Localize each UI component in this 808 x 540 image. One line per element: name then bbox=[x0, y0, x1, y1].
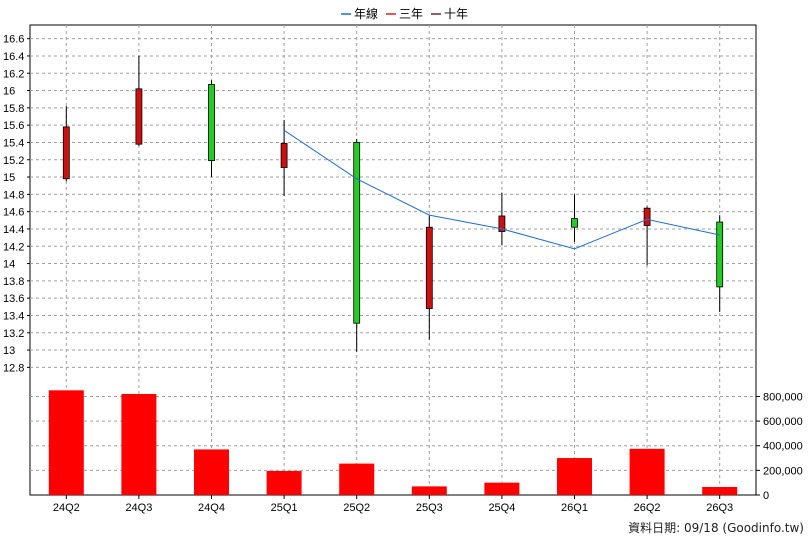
legend-label-3: 十年 bbox=[444, 7, 468, 21]
candle-body bbox=[135, 88, 143, 145]
price-tick-label: 14 bbox=[3, 259, 15, 271]
volume-bar bbox=[194, 449, 229, 495]
volume-tick-label: 400,000 bbox=[763, 441, 803, 453]
price-tick-label: 14.6 bbox=[3, 207, 24, 219]
price-tick-label: 13.8 bbox=[3, 276, 24, 288]
price-tick-label: 15.2 bbox=[3, 155, 24, 167]
grid bbox=[30, 25, 756, 495]
candle-body bbox=[62, 126, 70, 180]
annual-line bbox=[283, 129, 720, 250]
volume-tick-label: 200,000 bbox=[763, 465, 803, 477]
price-tick-label: 15 bbox=[3, 172, 15, 184]
x-tick-label: 24Q3 bbox=[125, 502, 152, 514]
data-date-source: 資料日期: 09/18 (Goodinfo.tw) bbox=[628, 521, 804, 535]
price-tick-label: 14.4 bbox=[3, 224, 24, 236]
price-tick-label: 15.6 bbox=[3, 120, 24, 132]
volume-tick-label: 800,000 bbox=[763, 391, 803, 403]
price-tick-label: 14.8 bbox=[3, 189, 24, 201]
price-tick-label: 13.2 bbox=[3, 328, 24, 340]
price-tick-label: 14.2 bbox=[3, 241, 24, 253]
volume-bar bbox=[411, 486, 447, 495]
x-tick-label: 26Q3 bbox=[706, 502, 733, 514]
price-tick-label: 16.2 bbox=[3, 68, 24, 80]
x-tick-label: 26Q2 bbox=[634, 502, 661, 514]
volume-bar bbox=[557, 458, 592, 495]
volume-bar bbox=[339, 463, 375, 495]
annual-line-series bbox=[283, 129, 720, 250]
price-tick-label: 12.8 bbox=[3, 362, 24, 374]
x-tick-label: 25Q3 bbox=[416, 502, 443, 514]
legend-label-1: 年線 bbox=[354, 6, 378, 21]
candle-body bbox=[498, 215, 506, 232]
volume-bar bbox=[48, 390, 84, 495]
candlesticks bbox=[62, 55, 724, 352]
candle-body bbox=[716, 221, 724, 288]
x-tick-label: 24Q4 bbox=[198, 502, 225, 514]
price-tick-label: 16.4 bbox=[3, 51, 24, 63]
axes: 12.8 13 13.2 13.4 13.6 13.8 14 14.2 14.4 14.6 14.8… bbox=[3, 34, 803, 514]
volume-bar bbox=[266, 470, 302, 495]
price-tick-label: 13 bbox=[3, 345, 15, 357]
price-tick-label: 13.4 bbox=[3, 310, 24, 322]
price-tick-label: 16.6 bbox=[3, 34, 24, 46]
volume-bar bbox=[121, 394, 157, 495]
x-tick-label: 25Q1 bbox=[271, 502, 298, 514]
volume-bar bbox=[629, 448, 665, 495]
volume-tick-label: 600,000 bbox=[763, 416, 803, 428]
candle-body bbox=[643, 207, 651, 226]
volume-tick-label: 0 bbox=[763, 490, 769, 502]
candle-body bbox=[571, 218, 578, 228]
candle-body bbox=[353, 142, 361, 324]
price-tick-label: 15.4 bbox=[3, 137, 24, 149]
legend: 年線 三年 十年 bbox=[341, 6, 468, 21]
price-tick-label: 13.6 bbox=[3, 293, 24, 305]
x-tick-label: 25Q2 bbox=[343, 502, 370, 514]
price-tick-label: 16 bbox=[3, 86, 15, 98]
x-tick-label: 24Q2 bbox=[53, 502, 80, 514]
volume-bar bbox=[702, 486, 738, 495]
x-tick-label: 25Q4 bbox=[488, 502, 515, 514]
price-tick-label: 15.8 bbox=[3, 103, 24, 115]
legend-label-2: 三年 bbox=[399, 7, 423, 21]
candle-body bbox=[425, 226, 433, 309]
candle-body bbox=[280, 142, 288, 168]
x-tick-label: 26Q1 bbox=[561, 502, 588, 514]
volume-bar bbox=[484, 482, 520, 495]
candle-body bbox=[208, 84, 215, 162]
volume-bars bbox=[48, 390, 738, 495]
